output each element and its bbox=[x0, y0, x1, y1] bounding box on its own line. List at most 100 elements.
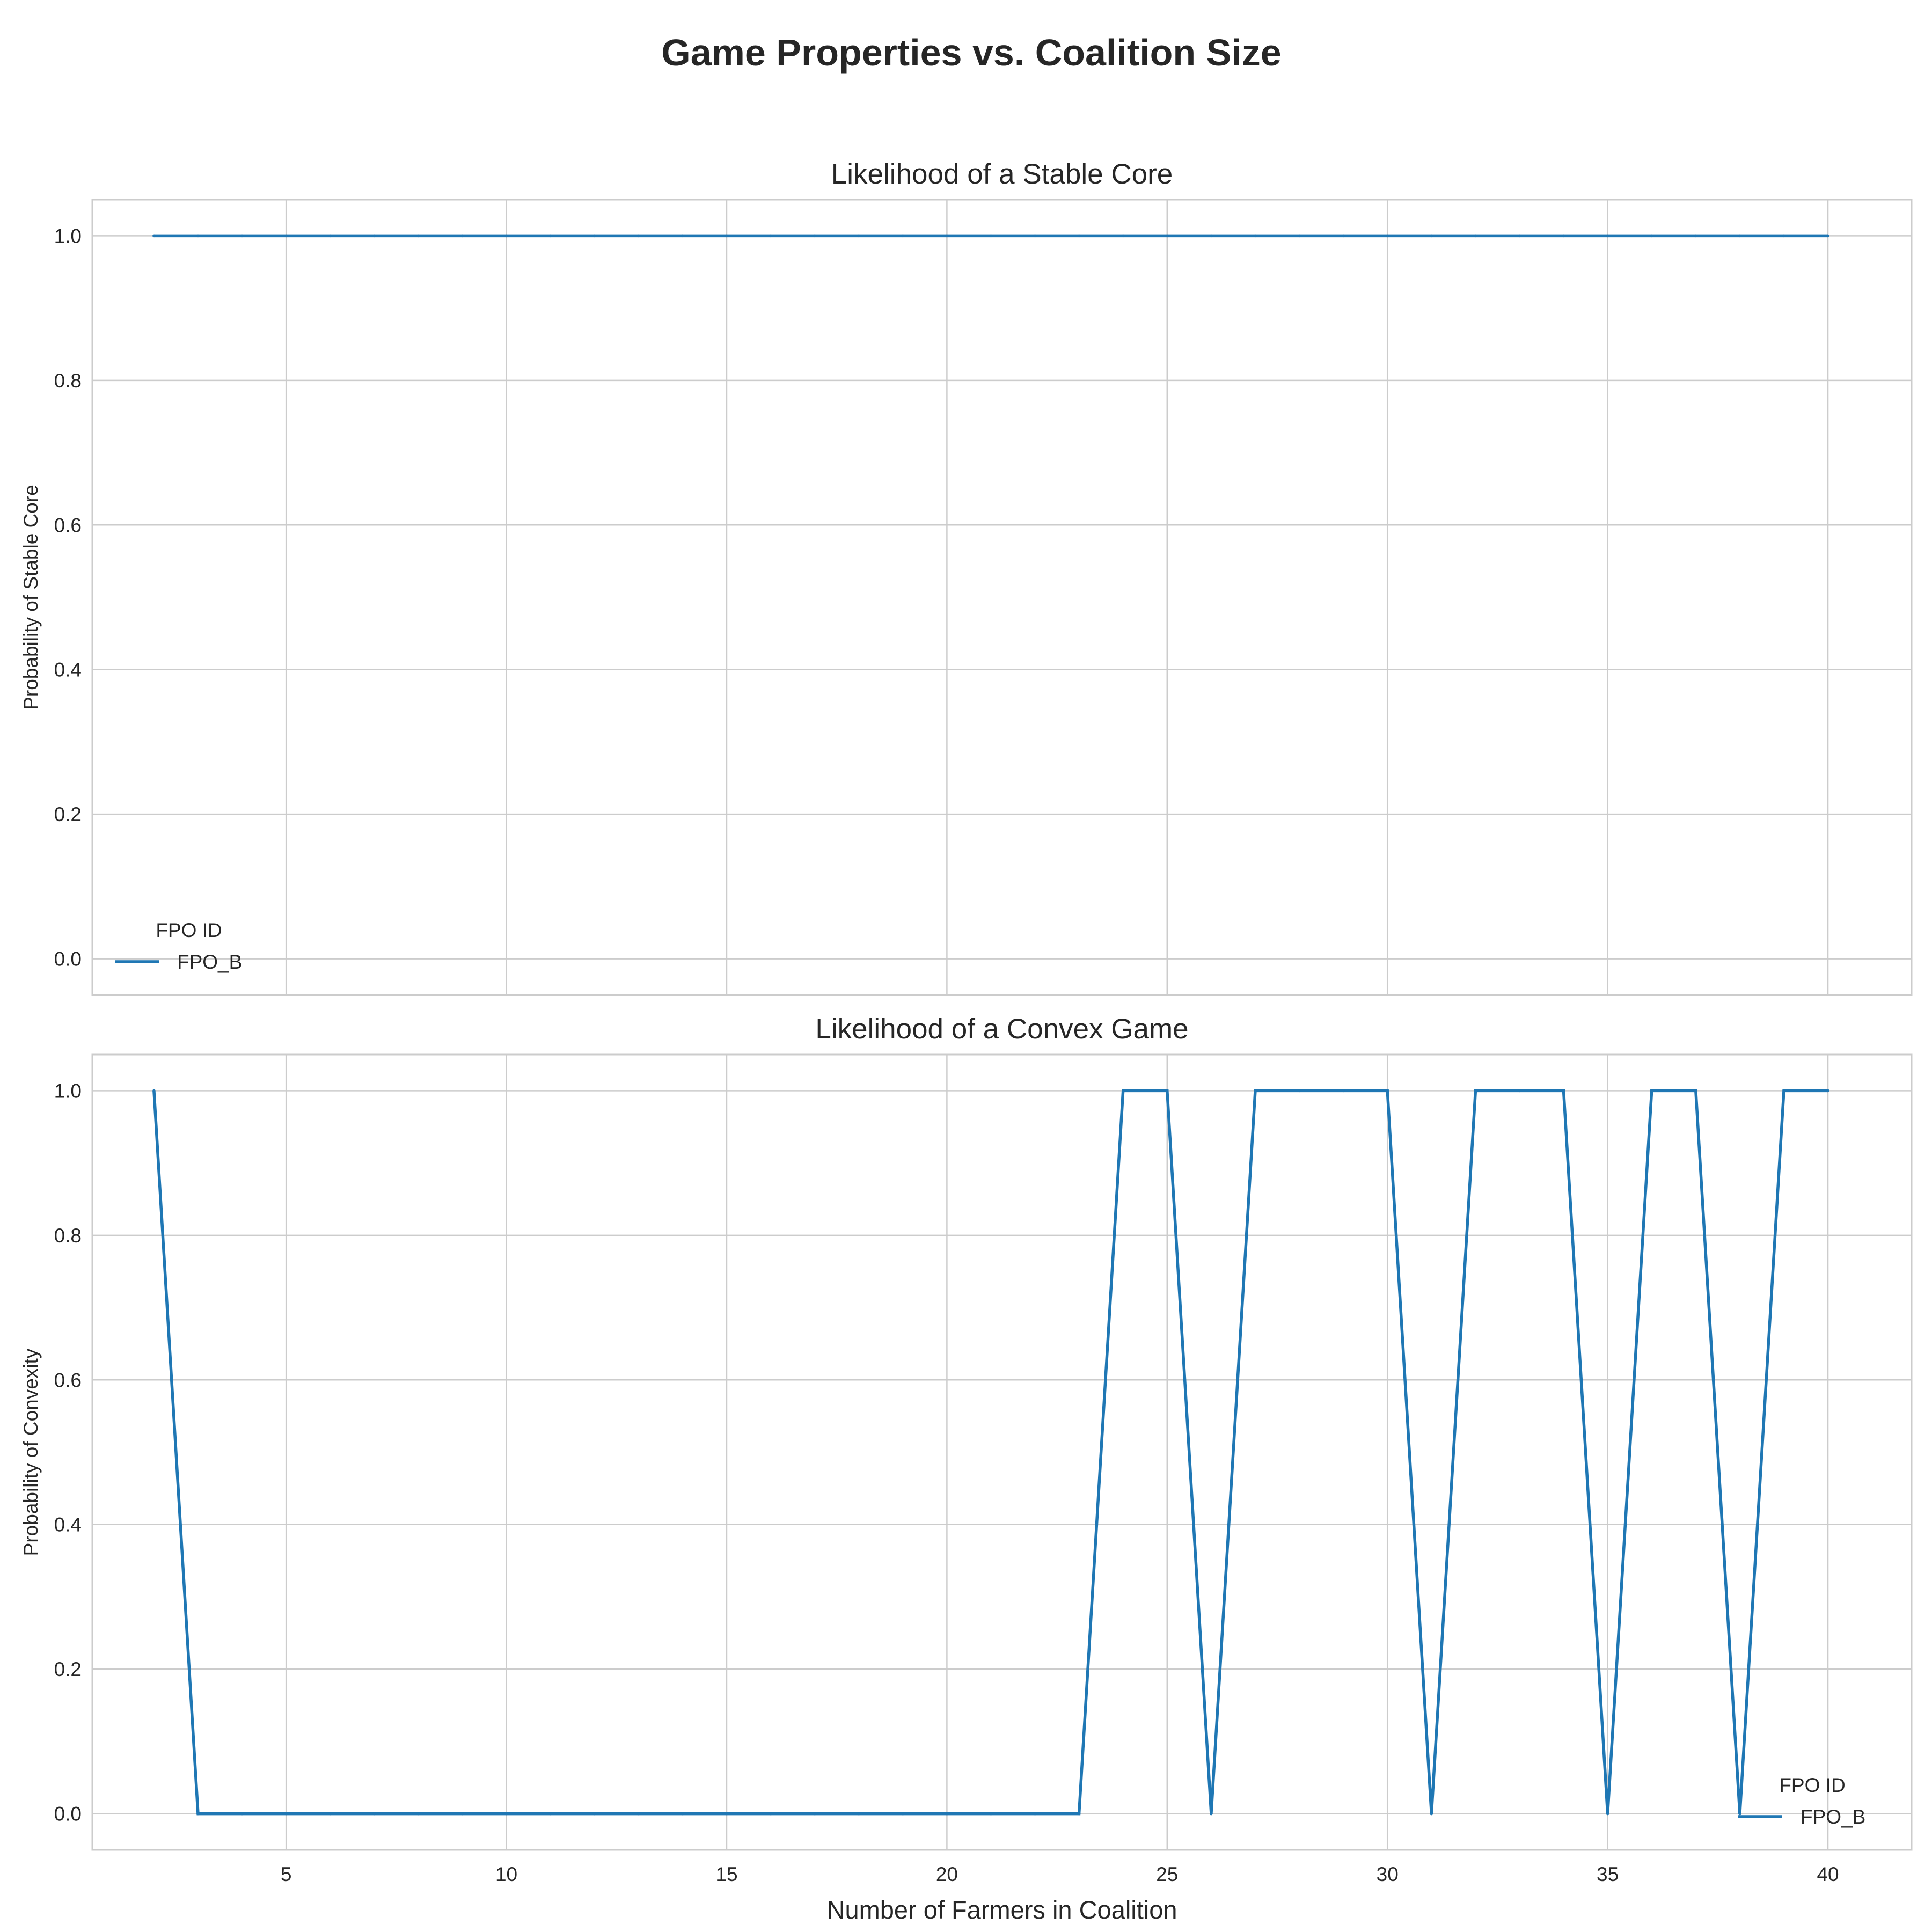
data-point bbox=[1342, 1089, 1345, 1093]
data-point bbox=[592, 1812, 596, 1816]
data-point bbox=[1386, 1089, 1389, 1093]
data-point bbox=[548, 1812, 552, 1816]
data-point bbox=[1298, 1089, 1301, 1093]
data-point bbox=[989, 1812, 993, 1816]
data-point bbox=[901, 234, 905, 238]
data-point bbox=[1210, 234, 1213, 238]
data-point bbox=[1826, 1089, 1829, 1093]
data-point bbox=[945, 1812, 949, 1816]
legend-label: FPO_B bbox=[177, 951, 242, 973]
figure-title: Game Properties vs. Coalition Size bbox=[661, 32, 1281, 74]
data-point bbox=[1430, 234, 1433, 238]
data-point bbox=[725, 234, 728, 238]
data-point bbox=[152, 234, 156, 238]
data-point bbox=[1782, 1089, 1785, 1093]
axes-frame bbox=[91, 199, 1913, 996]
data-point bbox=[284, 1812, 288, 1816]
data-point bbox=[945, 234, 949, 238]
data-point bbox=[1562, 1089, 1565, 1093]
data-point bbox=[196, 1812, 200, 1816]
data-point bbox=[681, 234, 684, 238]
data-point bbox=[1650, 234, 1653, 238]
data-point bbox=[416, 1812, 420, 1816]
axes-frame bbox=[91, 1053, 1913, 1851]
data-point bbox=[548, 234, 552, 238]
x-tick-label: 25 bbox=[1156, 1863, 1178, 1885]
data-point bbox=[901, 1812, 905, 1816]
data-point bbox=[460, 234, 464, 238]
y-tick-label: 0.8 bbox=[54, 1225, 82, 1247]
data-point bbox=[769, 1812, 772, 1816]
data-point bbox=[813, 234, 816, 238]
data-point bbox=[1033, 234, 1037, 238]
legend-label: FPO_B bbox=[1801, 1806, 1865, 1828]
x-tick-label: 30 bbox=[1377, 1863, 1399, 1885]
data-point bbox=[1826, 234, 1829, 238]
y-tick-label: 0.6 bbox=[54, 1369, 82, 1391]
data-point bbox=[284, 234, 288, 238]
data-point bbox=[1254, 1089, 1257, 1093]
data-point bbox=[1342, 234, 1345, 238]
subplot-title: Likelihood of a Convex Game bbox=[815, 1013, 1188, 1045]
y-tick-label: 1.0 bbox=[54, 225, 82, 247]
data-point bbox=[1562, 234, 1565, 238]
data-point bbox=[857, 234, 861, 238]
y-axis-label: Probability of Stable Core bbox=[20, 485, 42, 710]
data-point bbox=[1210, 1812, 1213, 1816]
legend: FPO ID FPO_B bbox=[115, 919, 242, 973]
data-point bbox=[1650, 1089, 1653, 1093]
data-point bbox=[1606, 234, 1609, 238]
data-point bbox=[416, 234, 420, 238]
data-point bbox=[1694, 1089, 1697, 1093]
data-point bbox=[1782, 234, 1785, 238]
data-point bbox=[240, 234, 244, 238]
data-point bbox=[769, 234, 772, 238]
data-point bbox=[460, 1812, 464, 1816]
data-point bbox=[857, 1812, 861, 1816]
data-point bbox=[196, 234, 200, 238]
y-axis-label: Probability of Convexity bbox=[20, 1348, 42, 1556]
data-point bbox=[372, 234, 376, 238]
subplot-1: 0.0 0.2 0.4 0.6 0.8 1.0 Likelihood of a Stable… bbox=[20, 158, 1913, 996]
data-point bbox=[1298, 234, 1301, 238]
x-tick-label: 5 bbox=[281, 1863, 292, 1885]
legend: FPO ID FPO_B bbox=[1738, 1774, 1865, 1828]
data-point bbox=[152, 1089, 156, 1093]
y-tick-label: 0.0 bbox=[54, 948, 82, 970]
data-point bbox=[1121, 234, 1125, 238]
y-tick-label: 0.2 bbox=[54, 1658, 82, 1680]
x-tick-label: 35 bbox=[1597, 1863, 1619, 1885]
data-point bbox=[1386, 234, 1389, 238]
y-tick-label: 0.8 bbox=[54, 370, 82, 392]
data-point bbox=[1738, 234, 1741, 238]
data-point bbox=[240, 1812, 244, 1816]
y-tick-label: 0.4 bbox=[54, 1514, 82, 1536]
data-point bbox=[637, 1812, 640, 1816]
x-tick-label: 10 bbox=[495, 1863, 517, 1885]
y-tick-label: 0.0 bbox=[54, 1803, 82, 1825]
data-point bbox=[1254, 234, 1257, 238]
data-point bbox=[1518, 234, 1521, 238]
data-point bbox=[328, 234, 332, 238]
data-point bbox=[504, 234, 508, 238]
y-tick-label: 0.4 bbox=[54, 659, 82, 681]
data-point bbox=[1606, 1812, 1609, 1816]
data-point bbox=[1694, 234, 1697, 238]
data-point bbox=[1474, 234, 1477, 238]
data-point bbox=[725, 1812, 728, 1816]
data-point bbox=[504, 1812, 508, 1816]
data-point bbox=[1166, 234, 1169, 238]
data-point bbox=[813, 1812, 816, 1816]
data-point bbox=[989, 234, 993, 238]
series-line-FPO_B bbox=[152, 1089, 1828, 1816]
x-axis-label: Number of Farmers in Coalition bbox=[827, 1896, 1177, 1924]
subplots: 0.0 0.2 0.4 0.6 0.8 1.0 Likelihood of a Stable… bbox=[20, 158, 1913, 1924]
y-tick-label: 0.6 bbox=[54, 514, 82, 536]
data-point bbox=[1121, 1089, 1125, 1093]
subplot-2: 0.0 0.2 0.4 0.6 0.8 1.0 5 10 15 20 25 30 35 40 Likelih… bbox=[20, 1013, 1913, 1924]
legend-title: FPO ID bbox=[1779, 1774, 1845, 1796]
data-point bbox=[1518, 1089, 1521, 1093]
data-point bbox=[592, 234, 596, 238]
x-tick-label: 40 bbox=[1817, 1863, 1839, 1885]
data-point bbox=[1077, 1812, 1081, 1816]
